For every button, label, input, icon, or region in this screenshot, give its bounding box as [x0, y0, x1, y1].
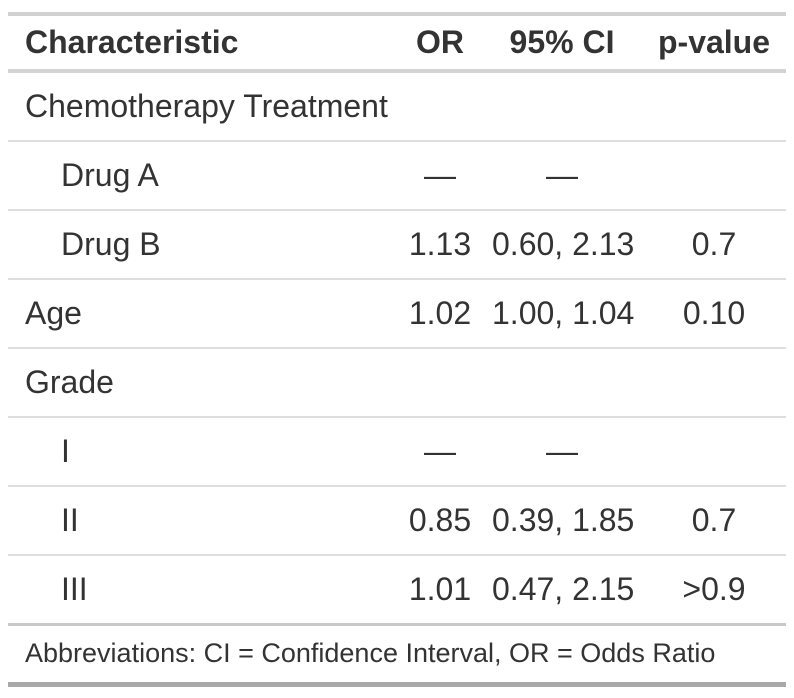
- table-row: Drug B 1.13 0.60, 2.13 0.7: [8, 209, 786, 279]
- cell-ci-value: —: [482, 416, 642, 486]
- table-header: Characteristic OR 95% CI p-value: [8, 14, 786, 73]
- column-header-p-value: p-value: [642, 14, 786, 73]
- row-group-label: Grade: [8, 347, 398, 417]
- row-label: II: [8, 485, 398, 555]
- cell-or-value: —: [398, 416, 482, 486]
- cell-ci-value: 0.60, 2.13: [482, 209, 642, 279]
- column-header-characteristic: Characteristic: [8, 14, 398, 73]
- table-row: I — —: [8, 416, 786, 486]
- abbreviations-footnote: Abbreviations: CI = Confidence Interval,…: [8, 623, 786, 685]
- row-label: III: [8, 554, 398, 625]
- cell-ci-value: 0.39, 1.85: [482, 485, 642, 555]
- cell-ci-value: 1.00, 1.04: [482, 278, 642, 348]
- group-header-row: Grade: [8, 347, 786, 417]
- table-body: Chemotherapy Treatment Drug A — — Drug B 1.13…: [8, 71, 786, 625]
- regression-summary-table: Characteristic OR 95% CI p-value Chemoth…: [8, 12, 786, 687]
- row-label: Drug B: [8, 209, 398, 279]
- cell-or-value: [398, 347, 482, 417]
- cell-or-value: [398, 71, 482, 141]
- cell-ci-value: [482, 347, 642, 417]
- group-header-row: Chemotherapy Treatment: [8, 71, 786, 141]
- table-row: II 0.85 0.39, 1.85 0.7: [8, 485, 786, 555]
- footnote-row: Abbreviations: CI = Confidence Interval,…: [8, 623, 786, 685]
- cell-p-value: [642, 347, 786, 417]
- cell-p-value: 0.7: [642, 209, 786, 279]
- cell-or-value: 1.02: [398, 278, 482, 348]
- row-group-label: Chemotherapy Treatment: [25, 88, 388, 124]
- table-row: Age 1.02 1.00, 1.04 0.10: [8, 278, 786, 348]
- header-row: Characteristic OR 95% CI p-value: [8, 14, 786, 73]
- row-label: Drug A: [8, 140, 398, 210]
- cell-p-value: 0.10: [642, 278, 786, 348]
- cell-or-value: 0.85: [398, 485, 482, 555]
- column-header-ci: 95% CI: [482, 14, 642, 73]
- row-label: Age: [8, 278, 398, 348]
- table-row: III 1.01 0.47, 2.15 >0.9: [8, 554, 786, 625]
- cell-p-value: 0.7: [642, 485, 786, 555]
- cell-ci-value: 0.47, 2.15: [482, 554, 642, 625]
- table-footer: Abbreviations: CI = Confidence Interval,…: [8, 623, 786, 685]
- cell-ci-value: —: [482, 140, 642, 210]
- cell-p-value: [642, 140, 786, 210]
- cell-p-value: [642, 416, 786, 486]
- column-header-or: OR: [398, 14, 482, 73]
- cell-or-value: 1.13: [398, 209, 482, 279]
- cell-or-value: —: [398, 140, 482, 210]
- cell-p-value: >0.9: [642, 554, 786, 625]
- row-label: I: [8, 416, 398, 486]
- cell-p-value: [642, 71, 786, 141]
- cell-or-value: 1.01: [398, 554, 482, 625]
- cell-ci-value: [482, 71, 642, 141]
- table-row: Drug A — —: [8, 140, 786, 210]
